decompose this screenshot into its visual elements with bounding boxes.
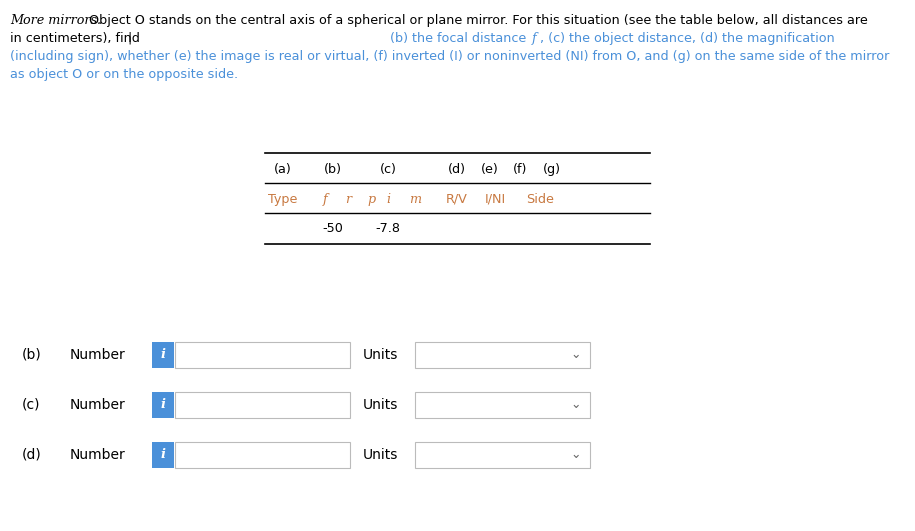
FancyBboxPatch shape: [152, 342, 174, 368]
Text: Number: Number: [70, 448, 125, 462]
Text: (c): (c): [22, 398, 40, 412]
Text: i: i: [160, 449, 166, 461]
Text: Units: Units: [363, 448, 398, 462]
Text: (c): (c): [380, 163, 396, 176]
FancyBboxPatch shape: [415, 392, 590, 418]
Text: m: m: [409, 193, 421, 206]
Text: ⌄: ⌄: [571, 398, 581, 412]
FancyBboxPatch shape: [415, 342, 590, 368]
Text: -7.8: -7.8: [375, 222, 401, 235]
Text: -50: -50: [323, 222, 343, 235]
Text: Type: Type: [268, 193, 297, 206]
Text: (g): (g): [543, 163, 561, 176]
Text: (f): (f): [512, 163, 527, 176]
Text: i: i: [386, 193, 390, 206]
FancyBboxPatch shape: [175, 342, 350, 368]
Text: Object O stands on the central axis of a spherical or plane mirror. For this sit: Object O stands on the central axis of a…: [85, 14, 867, 27]
Text: (a): (a): [274, 163, 292, 176]
Text: as object O or on the opposite side.: as object O or on the opposite side.: [10, 68, 238, 81]
Text: |: |: [127, 32, 131, 45]
Text: ⌄: ⌄: [571, 348, 581, 362]
Text: R/V: R/V: [447, 193, 468, 206]
Text: (including sign), whether (e) the image is real or virtual, (f) inverted (I) or : (including sign), whether (e) the image …: [10, 50, 889, 63]
Text: (e): (e): [481, 163, 499, 176]
Text: Units: Units: [363, 348, 398, 362]
Text: Units: Units: [363, 398, 398, 412]
Text: Number: Number: [70, 398, 125, 412]
Text: Number: Number: [70, 348, 125, 362]
Text: i: i: [160, 398, 166, 412]
Text: I/NI: I/NI: [484, 193, 506, 206]
FancyBboxPatch shape: [152, 442, 174, 468]
Text: r: r: [345, 193, 351, 206]
FancyBboxPatch shape: [175, 442, 350, 468]
Text: Side: Side: [526, 193, 554, 206]
Text: in centimeters), find: in centimeters), find: [10, 32, 140, 45]
Text: (d): (d): [448, 163, 466, 176]
FancyBboxPatch shape: [175, 392, 350, 418]
Text: i: i: [160, 348, 166, 362]
Text: f: f: [532, 32, 537, 45]
Text: , (c) the object distance, (d) the magnification: , (c) the object distance, (d) the magni…: [540, 32, 834, 45]
Text: f: f: [323, 193, 328, 206]
Text: More mirrors.: More mirrors.: [10, 14, 101, 27]
Text: (b) the focal distance: (b) the focal distance: [390, 32, 531, 45]
Text: (d): (d): [22, 448, 42, 462]
FancyBboxPatch shape: [415, 442, 590, 468]
Text: p: p: [368, 193, 376, 206]
FancyBboxPatch shape: [152, 392, 174, 418]
Text: (b): (b): [324, 163, 342, 176]
Text: ⌄: ⌄: [571, 449, 581, 461]
Text: (b): (b): [22, 348, 42, 362]
